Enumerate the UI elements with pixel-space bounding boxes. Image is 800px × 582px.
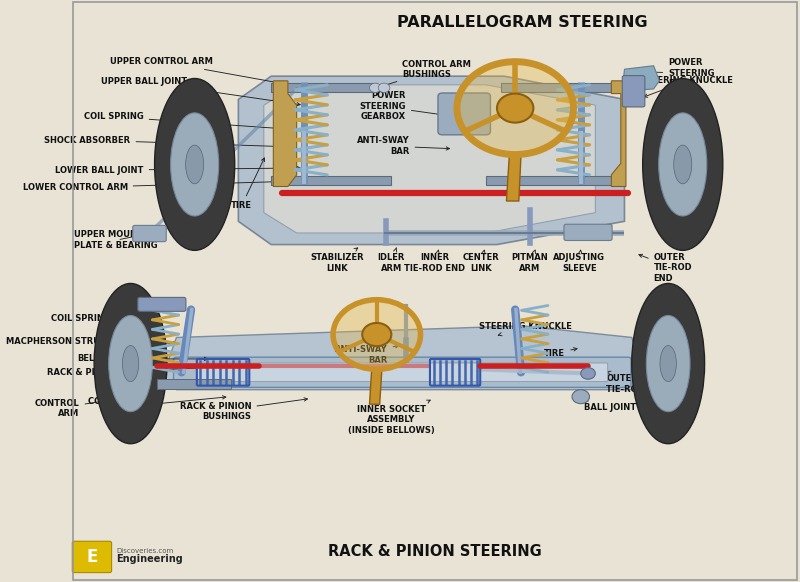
Text: TIRE: TIRE — [544, 347, 577, 357]
Ellipse shape — [186, 145, 204, 184]
Text: STEERING KNUCKLE: STEERING KNUCKLE — [641, 76, 734, 97]
Polygon shape — [506, 155, 521, 201]
Text: CONTROL
ARM: CONTROL ARM — [35, 395, 136, 418]
Text: SHOCK ABSORBER: SHOCK ABSORBER — [45, 136, 291, 148]
Polygon shape — [264, 85, 595, 233]
Text: OUTER
TIE-ROD END: OUTER TIE-ROD END — [606, 371, 667, 393]
Polygon shape — [623, 66, 659, 91]
Ellipse shape — [154, 79, 234, 250]
Text: ANTI-SWAY
BAR: ANTI-SWAY BAR — [357, 136, 450, 155]
Text: LOWER CONTROL ARM: LOWER CONTROL ARM — [22, 179, 307, 192]
Text: INNER
TIE-ROD END: INNER TIE-ROD END — [405, 250, 466, 273]
Text: RACK & PINION UNIT: RACK & PINION UNIT — [46, 363, 274, 377]
Text: STEERING KNUCKLE: STEERING KNUCKLE — [478, 322, 572, 336]
Ellipse shape — [109, 315, 153, 411]
Text: LOWER BALL JOINT: LOWER BALL JOINT — [55, 166, 300, 175]
Text: PITMAN
ARM: PITMAN ARM — [511, 250, 548, 273]
Polygon shape — [501, 83, 614, 93]
Text: ADJUSTING
SLEEVE: ADJUSTING SLEEVE — [554, 250, 606, 273]
Circle shape — [362, 323, 391, 346]
FancyBboxPatch shape — [133, 225, 166, 242]
Text: PARALLELOGRAM STEERING: PARALLELOGRAM STEERING — [397, 15, 648, 30]
Circle shape — [457, 62, 574, 155]
Polygon shape — [370, 370, 382, 404]
Text: CONTROL ARM
BUSHINGS: CONTROL ARM BUSHINGS — [380, 59, 471, 87]
Text: STABILIZER
LINK: STABILIZER LINK — [310, 248, 363, 273]
Text: POWER
STEERING
PUMP: POWER STEERING PUMP — [635, 58, 714, 88]
Polygon shape — [271, 176, 391, 185]
Polygon shape — [162, 326, 646, 390]
Polygon shape — [157, 379, 231, 389]
Text: UPPER MOUNTING
PLATE & BEARING: UPPER MOUNTING PLATE & BEARING — [74, 230, 160, 250]
Ellipse shape — [658, 113, 706, 216]
Circle shape — [572, 390, 590, 404]
FancyBboxPatch shape — [197, 363, 608, 382]
Ellipse shape — [660, 346, 676, 382]
Text: CENTER
LINK: CENTER LINK — [462, 250, 499, 273]
Text: IDLER
ARM: IDLER ARM — [378, 248, 405, 273]
Text: COIL SPRING: COIL SPRING — [84, 112, 291, 131]
FancyBboxPatch shape — [438, 93, 490, 135]
FancyBboxPatch shape — [564, 224, 612, 240]
Circle shape — [333, 300, 421, 370]
Text: E: E — [86, 548, 98, 566]
Text: COIL SPRING: COIL SPRING — [51, 314, 158, 328]
Text: UPPER BALL JOINT: UPPER BALL JOINT — [102, 77, 300, 106]
Text: BALL JOINT: BALL JOINT — [584, 398, 637, 411]
Circle shape — [581, 368, 595, 379]
Text: OUTER
TIE-ROD
END: OUTER TIE-ROD END — [639, 253, 692, 283]
Circle shape — [497, 94, 534, 123]
Polygon shape — [238, 76, 625, 244]
Ellipse shape — [632, 283, 705, 443]
Polygon shape — [611, 81, 626, 186]
Polygon shape — [271, 83, 377, 93]
FancyBboxPatch shape — [174, 357, 631, 388]
FancyBboxPatch shape — [622, 76, 645, 107]
Ellipse shape — [674, 145, 692, 184]
Text: BELLOWS: BELLOWS — [78, 354, 208, 363]
Ellipse shape — [646, 315, 690, 411]
Text: MACPHERSON STRUT: MACPHERSON STRUT — [6, 337, 176, 346]
Text: UPPER CONTROL ARM: UPPER CONTROL ARM — [110, 57, 318, 91]
Text: RACK & PINION STEERING: RACK & PINION STEERING — [328, 544, 542, 559]
FancyBboxPatch shape — [138, 297, 186, 311]
Text: CONTROL ARM
BUSHING: CONTROL ARM BUSHING — [88, 396, 226, 417]
Ellipse shape — [122, 346, 138, 382]
Ellipse shape — [94, 283, 167, 443]
Text: Engineering: Engineering — [116, 554, 182, 564]
Text: ANTI-SWAY
BAR: ANTI-SWAY BAR — [335, 345, 398, 364]
Text: POWER
STEERING
GEARBOX: POWER STEERING GEARBOX — [359, 91, 453, 121]
Polygon shape — [486, 176, 614, 185]
Ellipse shape — [170, 113, 218, 216]
Polygon shape — [274, 81, 297, 186]
Text: TIRE: TIRE — [231, 158, 265, 210]
FancyBboxPatch shape — [72, 541, 112, 573]
Text: INNER SOCKET
ASSEMBLY
(INSIDE BELLOWS): INNER SOCKET ASSEMBLY (INSIDE BELLOWS) — [348, 400, 434, 435]
Text: Discoveries.com: Discoveries.com — [116, 548, 174, 553]
Circle shape — [378, 83, 390, 93]
Ellipse shape — [642, 79, 723, 250]
Circle shape — [370, 83, 381, 93]
Text: RACK & PINION
BUSHINGS: RACK & PINION BUSHINGS — [180, 398, 307, 421]
